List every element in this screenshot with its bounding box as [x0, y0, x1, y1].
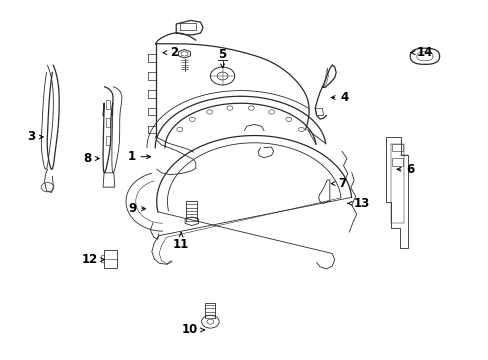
Text: 9: 9: [128, 202, 145, 215]
Text: 7: 7: [330, 177, 346, 190]
Text: 4: 4: [330, 91, 348, 104]
Text: 1: 1: [127, 150, 150, 163]
Text: 2: 2: [163, 46, 178, 59]
Text: 13: 13: [347, 197, 369, 210]
Text: 10: 10: [182, 323, 204, 336]
Text: 11: 11: [173, 233, 189, 251]
Text: 6: 6: [396, 163, 413, 176]
Text: 5: 5: [218, 48, 226, 68]
Text: 14: 14: [410, 46, 432, 59]
Text: 3: 3: [27, 130, 43, 144]
Text: 12: 12: [81, 253, 104, 266]
Text: 8: 8: [83, 152, 99, 165]
